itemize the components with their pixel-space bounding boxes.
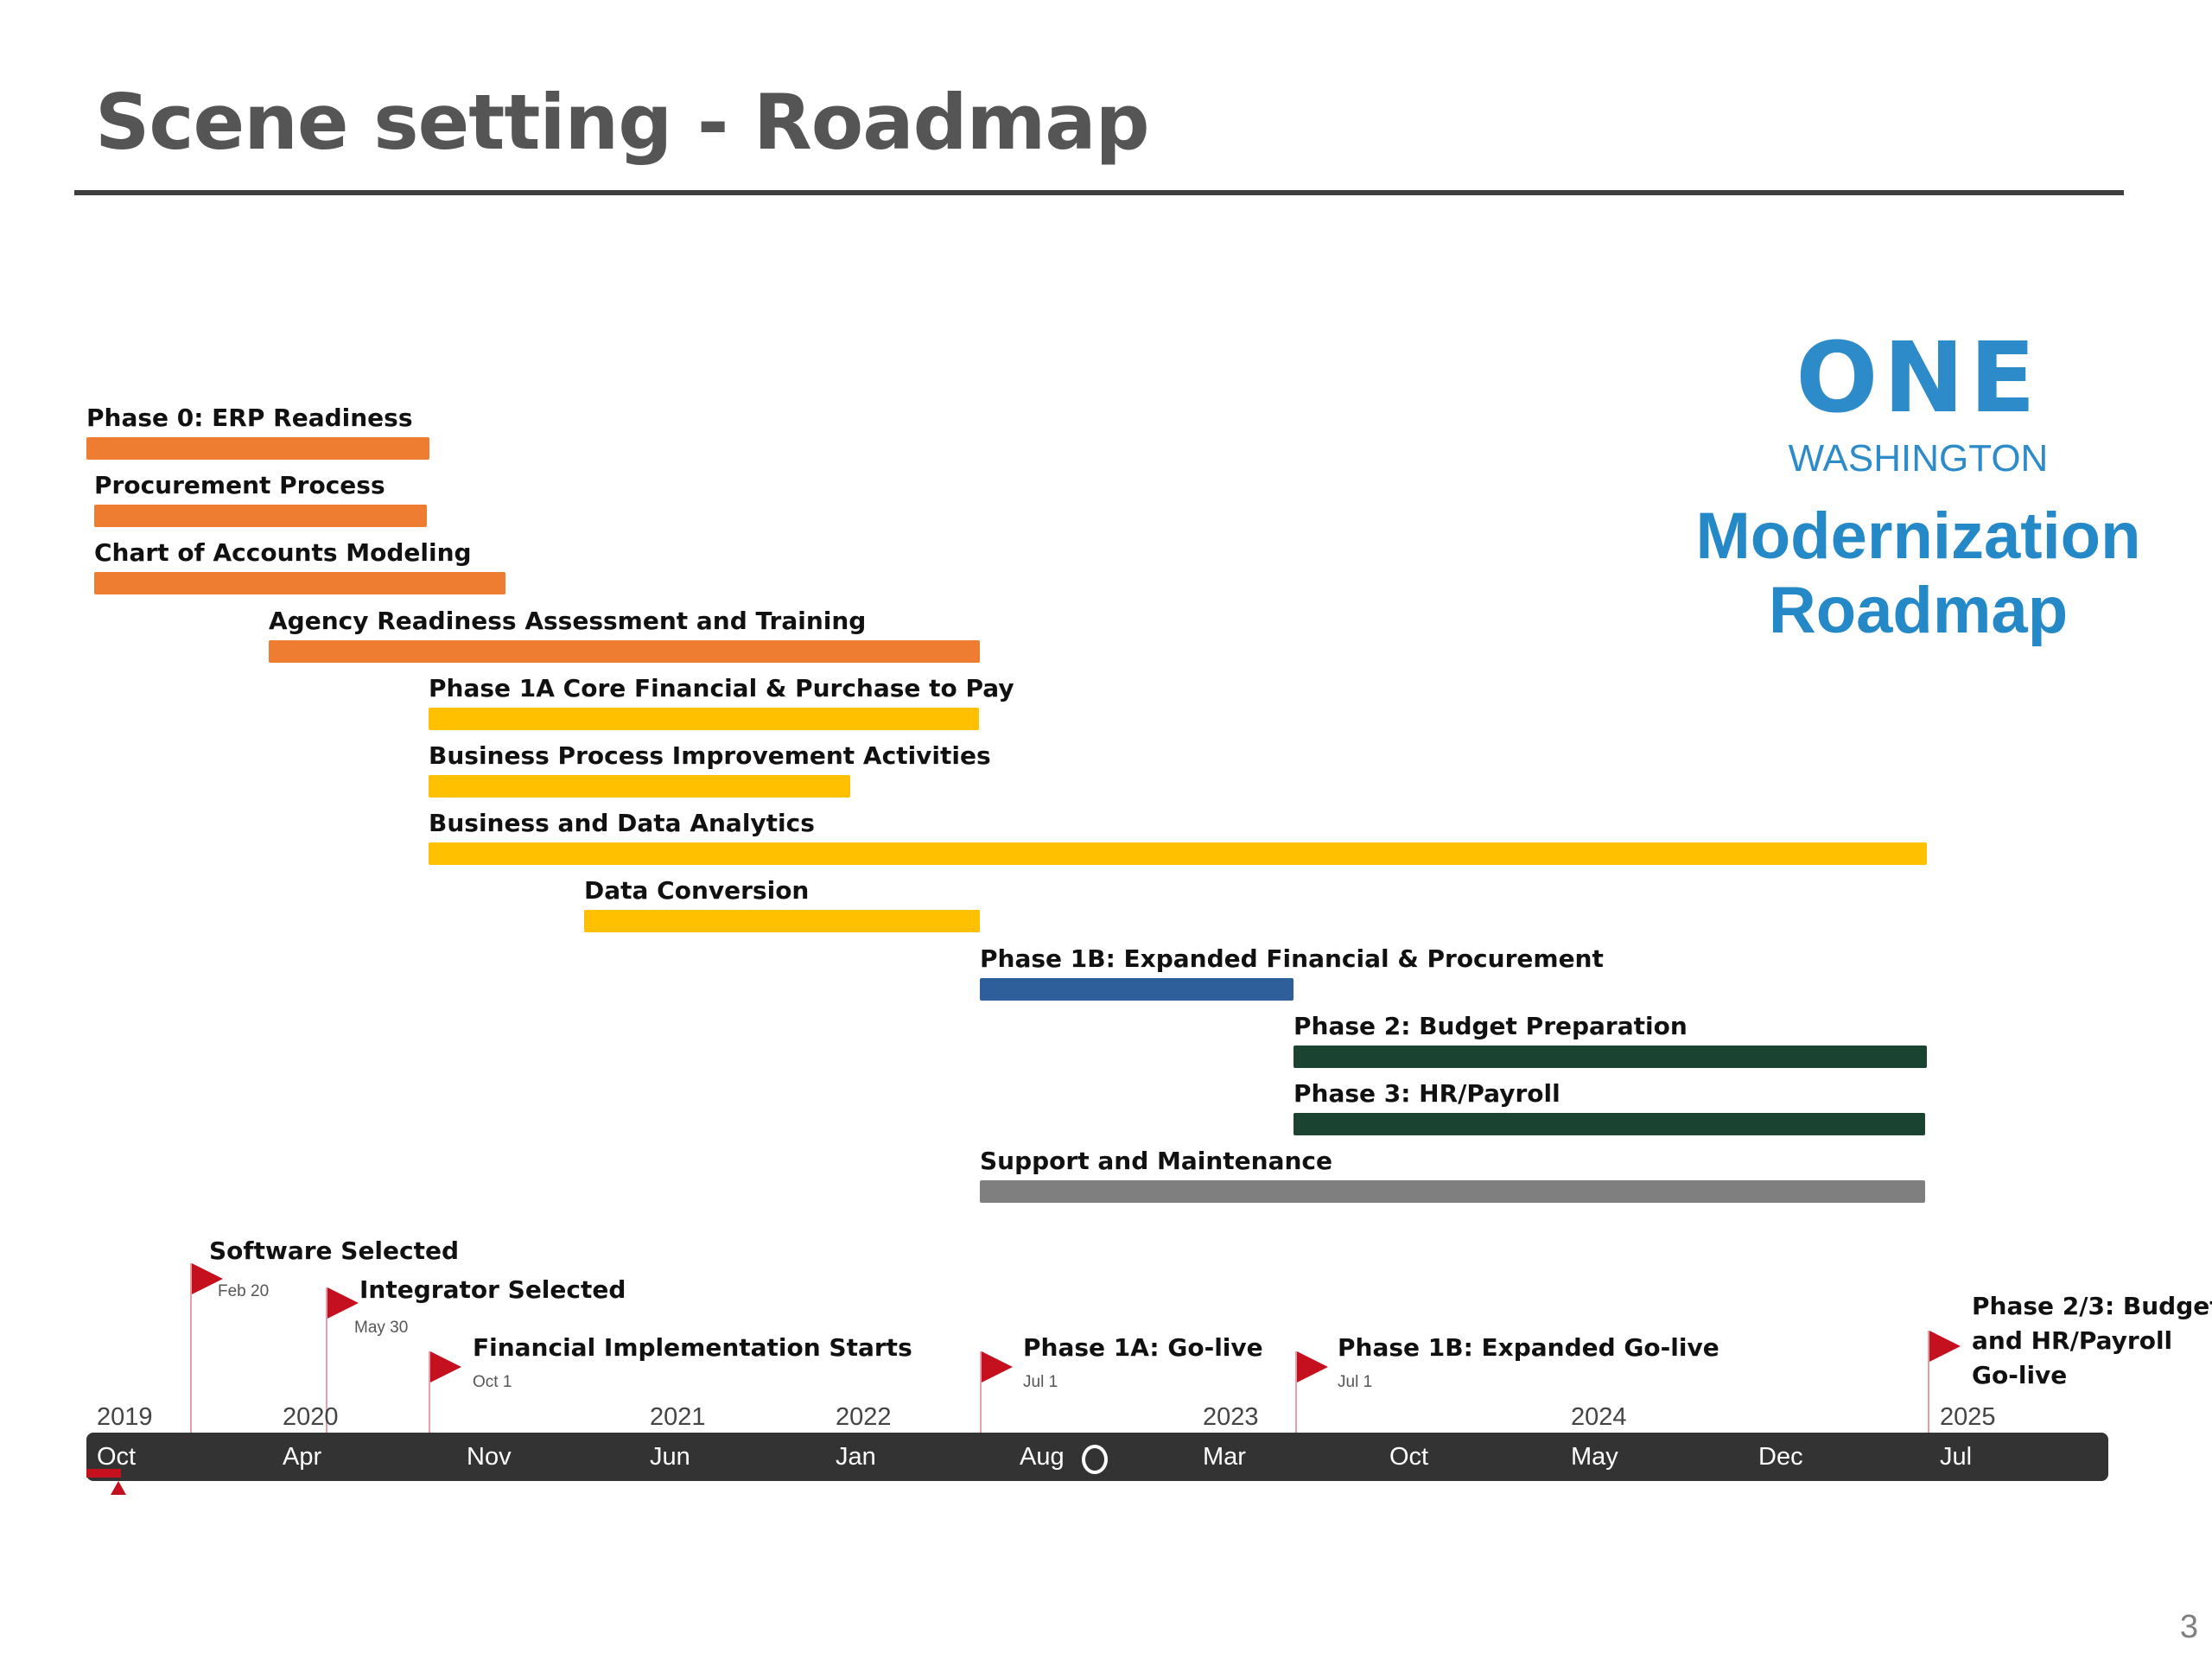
milestone-line [326,1287,327,1434]
task-label: Support and Maintenance [980,1147,1332,1176]
timeline-month: Oct [97,1443,137,1471]
task-bar[interactable] [429,707,979,730]
task-bar[interactable] [1294,1113,1925,1135]
milestone-line [1928,1331,1929,1434]
timeline-start-marker [86,1469,121,1478]
task-bar[interactable] [1294,1045,1927,1068]
task-label: Phase 0: ERP Readiness [86,404,413,432]
flag-icon [1929,1331,1961,1362]
milestone-label-line: Go-live [1972,1361,2068,1389]
milestone-label-line: Software Selected [209,1236,460,1265]
milestone-label: Integrator Selected [359,1273,626,1307]
task-bar[interactable] [94,505,427,528]
milestone-date: May 30 [354,1319,409,1337]
timeline-year: 2022 [836,1403,892,1431]
timeline-year: 2021 [650,1403,706,1431]
milestone-label-line: Phase 1B: Expanded Go-live [1338,1333,1719,1362]
timeline-year: 2020 [283,1403,339,1431]
timeline-month: May [1571,1443,1618,1471]
task-label: Data Conversion [584,876,810,906]
task-label: Phase 1A Core Financial & Purchase to Pa… [429,673,1014,702]
timeline-year: 2024 [1571,1403,1627,1431]
milestone-line [190,1263,192,1434]
task-bar[interactable] [269,639,980,663]
task-label: Agency Readiness Assessment and Training [269,606,867,635]
milestone-label-line: Phase 2/3: Budget [1972,1292,2212,1320]
flag-icon [1297,1351,1328,1382]
roadmap-heading-line1: Modernization [1695,499,2141,573]
timeline-month: Nov [467,1443,512,1471]
logo-wordmark: ONE [1796,322,2041,435]
task-bar[interactable] [584,910,980,933]
milestone-line [1295,1351,1297,1434]
task-label: Business Process Improvement Activities [429,741,991,770]
task-bar[interactable] [94,572,505,595]
timeline-year: 2019 [97,1403,153,1431]
task-bar[interactable] [980,977,1294,1001]
task-label: Phase 2: Budget Preparation [1294,1011,1688,1040]
task-bar[interactable] [429,842,1927,866]
timeline-year: 2023 [1203,1403,1259,1431]
milestone-date: Oct 1 [473,1373,512,1391]
page-number: 3 [2179,1609,2198,1645]
title-divider [74,190,2124,195]
milestone-date: Jul 1 [1023,1373,1058,1391]
milestone-date: Feb 20 [218,1282,270,1300]
task-label: Business and Data Analytics [429,809,815,838]
milestone-label-line: Integrator Selected [359,1275,626,1304]
milestone-label: Phase 1B: Expanded Go-live [1338,1331,1719,1365]
milestone-label: Phase 2/3: Budget and HR/Payroll Go-live [1972,1289,2212,1393]
timeline-year: 2025 [1940,1403,1996,1431]
task-label: Chart of Accounts Modeling [94,538,472,568]
flag-icon [192,1263,223,1294]
milestone-label-line: and HR/Payroll [1972,1326,2173,1355]
timeline-month: Aug [1020,1443,1065,1471]
milestone-label-line: Financial Implementation Starts [473,1333,912,1362]
roadmap-heading-line2: Roadmap [1768,574,2069,647]
timeline-month: Jan [836,1443,876,1471]
timeline-month: Dec [1758,1443,1803,1471]
flag-icon [430,1351,461,1382]
milestone-label: Phase 1A: Go-live [1023,1331,1263,1365]
milestone-line [980,1351,982,1434]
task-bar[interactable] [980,1180,1925,1204]
flag-icon [327,1287,359,1319]
milestone-label-line: Phase 1A: Go-live [1023,1333,1263,1362]
timeline-month: Apr [283,1443,322,1471]
one-washington-logo: ONE WASHINGTON Modernization Roadmap [1676,330,2160,658]
roadmap-heading: Modernization Roadmap [1676,499,2160,648]
logo-subtitle: WASHINGTON [1788,437,2049,480]
task-label: Procurement Process [94,471,385,500]
timeline-start-arrow-icon [111,1481,126,1495]
today-marker-icon [1082,1445,1108,1474]
milestone-line [429,1351,430,1434]
slide-title: Scene setting - Roadmap [95,78,1150,167]
timeline-month: Mar [1203,1443,1246,1471]
timeline-month: Oct [1389,1443,1429,1471]
milestone-label: Financial Implementation Starts [473,1331,912,1365]
timeline-month: Jun [650,1443,690,1471]
task-bar[interactable] [429,775,850,798]
timeline-month: Jul [1940,1443,1973,1471]
task-bar[interactable] [86,437,429,460]
flag-icon [982,1351,1013,1382]
task-label: Phase 3: HR/Payroll [1294,1079,1560,1108]
task-label: Phase 1B: Expanded Financial & Procureme… [980,944,1604,973]
milestone-label: Software Selected [209,1234,459,1268]
milestone-date: Jul 1 [1338,1373,1373,1391]
